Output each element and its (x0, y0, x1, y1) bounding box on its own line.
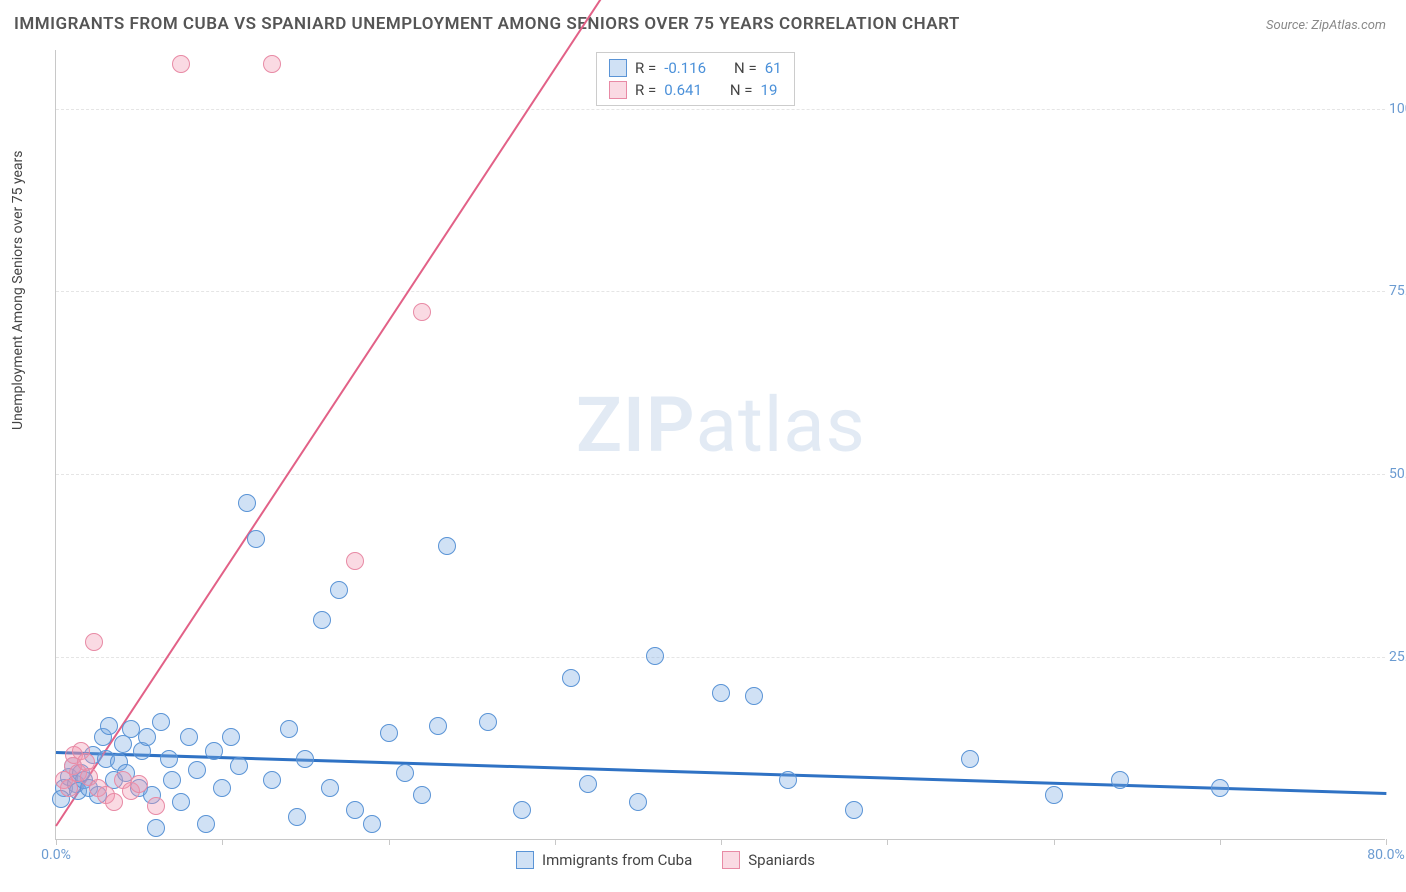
data-point-span (105, 793, 123, 811)
legend-r-label: R = (635, 81, 656, 99)
source-label: Source: ZipAtlas.com (1266, 18, 1386, 33)
x-tick (555, 839, 556, 845)
data-point-cuba (263, 771, 281, 789)
data-point-cuba (247, 530, 265, 548)
data-point-cuba (330, 581, 348, 599)
data-point-cuba (238, 494, 256, 512)
data-point-cuba (147, 819, 165, 837)
x-tick (887, 839, 888, 845)
trend-line-span (55, 0, 1387, 827)
data-point-cuba (1111, 771, 1129, 789)
data-point-cuba (122, 720, 140, 738)
trend-line-cuba (56, 751, 1386, 794)
data-point-cuba (396, 764, 414, 782)
legend-swatch (722, 851, 740, 869)
data-point-cuba (646, 647, 664, 665)
data-point-cuba (779, 771, 797, 789)
data-point-cuba (961, 750, 979, 768)
data-point-cuba (180, 728, 198, 746)
data-point-cuba (163, 771, 181, 789)
series-legend: Immigrants from Cuba Spaniards (516, 851, 815, 869)
watermark: ZIPatlas (576, 380, 866, 470)
y-tick-label: 100.0% (1389, 101, 1406, 117)
data-point-cuba (188, 761, 206, 779)
legend-swatch (609, 81, 627, 99)
legend-stat-row: R = -0.116 N = 61 (609, 57, 782, 79)
data-point-cuba (745, 687, 763, 705)
data-point-cuba (629, 793, 647, 811)
data-point-cuba (413, 786, 431, 804)
x-tick (721, 839, 722, 845)
data-point-span (263, 55, 281, 73)
data-point-cuba (313, 611, 331, 629)
data-point-span (172, 55, 190, 73)
x-tick (389, 839, 390, 845)
gridline (56, 109, 1385, 110)
data-point-span (130, 775, 148, 793)
x-tick-label: 0.0% (41, 847, 71, 863)
legend-item: Spaniards (722, 851, 815, 869)
data-point-cuba (513, 801, 531, 819)
legend-n-label: N = (734, 59, 757, 77)
data-point-cuba (280, 720, 298, 738)
legend-n-value: 19 (761, 81, 778, 99)
data-point-cuba (712, 684, 730, 702)
legend-label: Spaniards (748, 851, 815, 869)
legend-n-label: N = (730, 81, 753, 99)
data-point-cuba (205, 742, 223, 760)
data-point-cuba (138, 728, 156, 746)
x-tick (222, 839, 223, 845)
x-tick (56, 839, 57, 845)
gridline (56, 657, 1385, 658)
data-point-cuba (213, 779, 231, 797)
data-point-cuba (230, 757, 248, 775)
data-point-cuba (172, 793, 190, 811)
data-point-cuba (321, 779, 339, 797)
data-point-cuba (346, 801, 364, 819)
data-point-cuba (579, 775, 597, 793)
data-point-cuba (160, 750, 178, 768)
data-point-span (346, 552, 364, 570)
data-point-span (413, 303, 431, 321)
data-point-cuba (429, 717, 447, 735)
legend-r-value: 0.641 (664, 81, 702, 99)
x-tick-label: 80.0% (1367, 847, 1405, 863)
data-point-cuba (380, 724, 398, 742)
y-axis-label: Unemployment Among Seniors over 75 years (10, 151, 26, 431)
legend-r-value: -0.116 (664, 59, 706, 77)
gridline (56, 291, 1385, 292)
data-point-cuba (363, 815, 381, 833)
chart-title: IMMIGRANTS FROM CUBA VS SPANIARD UNEMPLO… (14, 14, 960, 34)
gridline (56, 474, 1385, 475)
data-point-cuba (479, 713, 497, 731)
legend-r-label: R = (635, 59, 656, 77)
legend-stat-row: R = 0.641 N = 19 (609, 79, 782, 101)
x-tick (1386, 839, 1387, 845)
data-point-span (147, 797, 165, 815)
data-point-cuba (100, 717, 118, 735)
legend-label: Immigrants from Cuba (542, 851, 692, 869)
y-tick-label: 25.0% (1389, 649, 1406, 665)
legend-swatch (609, 59, 627, 77)
x-tick (1054, 839, 1055, 845)
data-point-span (85, 633, 103, 651)
y-tick-label: 50.0% (1389, 466, 1406, 482)
legend-swatch (516, 851, 534, 869)
data-point-cuba (152, 713, 170, 731)
correlation-legend: R = -0.116 N = 61 R = 0.641 N = 19 (596, 52, 795, 106)
data-point-cuba (845, 801, 863, 819)
legend-n-value: 61 (765, 59, 782, 77)
data-point-cuba (438, 537, 456, 555)
data-point-cuba (222, 728, 240, 746)
data-point-cuba (1211, 779, 1229, 797)
data-point-cuba (296, 750, 314, 768)
data-point-cuba (197, 815, 215, 833)
data-point-cuba (288, 808, 306, 826)
data-point-cuba (1045, 786, 1063, 804)
data-point-cuba (562, 669, 580, 687)
plot-area: ZIPatlas R = -0.116 N = 61 R = 0.641 N = 19… (55, 50, 1385, 840)
legend-item: Immigrants from Cuba (516, 851, 692, 869)
x-tick (1220, 839, 1221, 845)
y-tick-label: 75.0% (1389, 283, 1406, 299)
